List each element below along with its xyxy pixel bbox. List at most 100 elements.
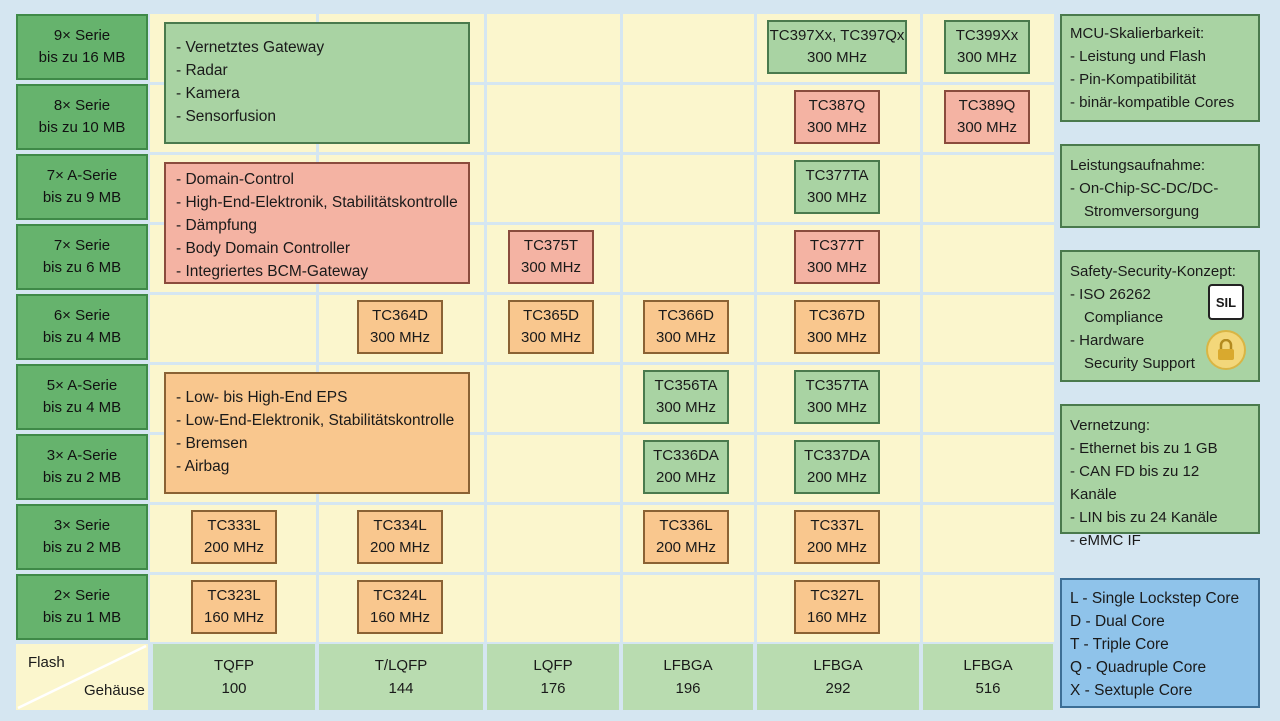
axis-package-label: Gehäuse bbox=[84, 682, 145, 699]
grid-row-line bbox=[150, 222, 1054, 225]
package-cell: LFBGA 196 bbox=[623, 644, 753, 710]
grid-column-line bbox=[920, 14, 923, 642]
chip-name: TC337DA bbox=[804, 447, 870, 464]
chip-tc377t: TC377T 300 MHz bbox=[794, 230, 880, 284]
legend-line: D - Dual Core bbox=[1070, 613, 1165, 630]
chip-tc356ta: TC356TA 300 MHz bbox=[643, 370, 729, 424]
chip-frequency: 200 MHz bbox=[806, 469, 868, 486]
grid-row-line bbox=[150, 82, 1054, 85]
panel-line: - Hardware bbox=[1070, 332, 1145, 349]
grid-row-line bbox=[150, 572, 1054, 575]
chip-name: TC334L bbox=[373, 517, 427, 534]
chip-name: TC366D bbox=[658, 307, 714, 324]
chip-name: TC387Q bbox=[808, 97, 866, 114]
app-line: - Airbag bbox=[176, 458, 230, 475]
chip-frequency: 200 MHz bbox=[806, 539, 868, 556]
package-cell: LFBGA 516 bbox=[923, 644, 1053, 710]
panel-line: - LIN bis zu 24 Kanäle bbox=[1070, 509, 1218, 526]
app-line: - Radar bbox=[176, 62, 228, 79]
network-panel: Vernetzung: - Ethernet bis zu 1 GB - CAN… bbox=[1060, 404, 1260, 549]
sil-icon-text: SIL bbox=[1215, 294, 1237, 310]
chip-frequency: 300 MHz bbox=[520, 259, 582, 276]
chip-frequency: 300 MHz bbox=[956, 119, 1018, 136]
chip-name: TC357TA bbox=[805, 377, 869, 394]
chip-tc387: TC387Q 300 MHz bbox=[794, 90, 880, 144]
chip-tc364d: TC364D 300 MHz bbox=[357, 300, 443, 354]
panel-line: Security Support bbox=[1084, 355, 1195, 372]
app-line: - Integriertes BCM-Gateway bbox=[176, 263, 369, 280]
chip-tc334l: TC334L 200 MHz bbox=[357, 510, 443, 564]
chip-tc327l: TC327L 160 MHz bbox=[794, 580, 880, 634]
chip-name: TC323L bbox=[207, 587, 261, 604]
chip-frequency: 300 MHz bbox=[956, 49, 1018, 66]
chip-name: TC365D bbox=[523, 307, 579, 324]
row-flash: bis zu 9 MB bbox=[42, 189, 122, 206]
row-label: 8× Serie bis zu 10 MB bbox=[16, 84, 148, 150]
row-label: 7× A-Serie bis zu 9 MB bbox=[16, 154, 148, 220]
panel-line: Compliance bbox=[1084, 309, 1164, 326]
chip-frequency: 300 MHz bbox=[655, 399, 717, 416]
app-line: - Bremsen bbox=[176, 435, 248, 452]
legend-line: Q - Quadruple Core bbox=[1070, 659, 1207, 676]
chip-tc357ta: TC357TA 300 MHz bbox=[794, 370, 880, 424]
chip-tc367d: TC367D 300 MHz bbox=[794, 300, 880, 354]
chip-tc397: TC397Xx, TC397Qx 300 MHz bbox=[767, 20, 907, 74]
app-line: - Vernetztes Gateway bbox=[176, 39, 325, 56]
chip-frequency: 200 MHz bbox=[655, 539, 717, 556]
app-line: - High-End-Elektronik, Stabilitätskontro… bbox=[176, 194, 458, 211]
row-flash: bis zu 4 MB bbox=[42, 399, 122, 416]
chip-frequency: 160 MHz bbox=[369, 609, 431, 626]
chip-name: TC399Xx bbox=[955, 27, 1019, 44]
row-label: 2× Serie bis zu 1 MB bbox=[16, 574, 148, 640]
grid-row-line bbox=[150, 502, 1054, 505]
package-type: LFBGA bbox=[663, 657, 713, 674]
grid-row-line bbox=[150, 432, 1054, 435]
row-series: 3× A-Serie bbox=[46, 447, 118, 464]
chip-frequency: 160 MHz bbox=[203, 609, 265, 626]
app-line: - Domain-Control bbox=[176, 171, 295, 188]
row-series: 8× Serie bbox=[53, 97, 111, 114]
chip-tc323l: TC323L 160 MHz bbox=[191, 580, 277, 634]
chip-frequency: 200 MHz bbox=[369, 539, 431, 556]
grid-column-line bbox=[484, 14, 487, 642]
row-series: 3× Serie bbox=[53, 517, 111, 534]
app-line: - Low-End-Elektronik, Stabilitätskontrol… bbox=[176, 412, 455, 429]
package-type: LFBGA bbox=[813, 657, 863, 674]
chip-frequency: 300 MHz bbox=[806, 119, 868, 136]
chip-tc365d: TC365D 300 MHz bbox=[508, 300, 594, 354]
lock-icon bbox=[1206, 330, 1246, 370]
app-line: - Kamera bbox=[176, 85, 240, 102]
chip-name: TC377T bbox=[809, 237, 865, 254]
row-flash: bis zu 6 MB bbox=[42, 259, 122, 276]
grid-column-line bbox=[620, 14, 623, 642]
app-line: - Low- bis High-End EPS bbox=[176, 389, 348, 406]
application-box-domain: - Domain-Control - High-End-Elektronik, … bbox=[164, 162, 470, 284]
package-type: LQFP bbox=[533, 657, 573, 674]
panel-line: - Pin-Kompatibilität bbox=[1070, 71, 1196, 88]
axis-corner-diagonal bbox=[17, 644, 147, 710]
row-flash: bis zu 2 MB bbox=[42, 469, 122, 486]
chip-name: TC375T bbox=[523, 237, 579, 254]
panel-line: - eMMC IF bbox=[1070, 532, 1141, 549]
chip-frequency: 200 MHz bbox=[203, 539, 265, 556]
chip-tc375t: TC375T 300 MHz bbox=[508, 230, 594, 284]
chip-frequency: 300 MHz bbox=[806, 399, 868, 416]
application-box-gateway: - Vernetztes Gateway - Radar - Kamera - … bbox=[164, 22, 470, 144]
chip-name: TC389Q bbox=[958, 97, 1016, 114]
chip-name: TC324L bbox=[373, 587, 427, 604]
chip-tc336da: TC336DA 200 MHz bbox=[643, 440, 729, 494]
row-label: 3× A-Serie bis zu 2 MB bbox=[16, 434, 148, 500]
chip-name: TC356TA bbox=[654, 377, 718, 394]
package-cell: LFBGA 292 bbox=[757, 644, 919, 710]
legend-line: X - Sextuple Core bbox=[1070, 682, 1193, 699]
row-series: 5× A-Serie bbox=[46, 377, 118, 394]
chip-tc336l: TC336L 200 MHz bbox=[643, 510, 729, 564]
package-pins: 516 bbox=[975, 680, 1001, 697]
panel-line: - Ethernet bis zu 1 GB bbox=[1070, 440, 1218, 457]
core-legend-panel: L - Single Lockstep Core D - Dual Core T… bbox=[1060, 578, 1260, 708]
app-line: - Body Domain Controller bbox=[176, 240, 351, 257]
chip-tc366d: TC366D 300 MHz bbox=[643, 300, 729, 354]
package-type: TQFP bbox=[214, 657, 254, 674]
panel-line: - On-Chip-SC-DC/DC- bbox=[1070, 180, 1219, 197]
package-pins: 292 bbox=[825, 680, 851, 697]
